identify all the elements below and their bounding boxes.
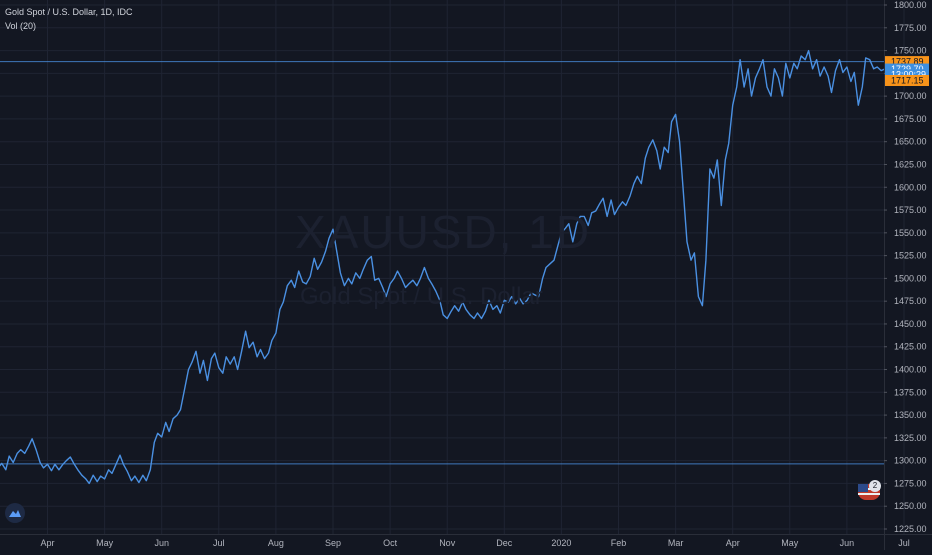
legend-title[interactable]: Gold Spot / U.S. Dollar, 1D, IDC — [5, 7, 133, 17]
grid — [0, 0, 905, 534]
price-tick-label: 1700.00 — [894, 91, 927, 101]
price-tick-label: 1800.00 — [894, 0, 927, 10]
price-tick-label: 1275.00 — [894, 478, 927, 488]
time-tick-label: Dec — [496, 538, 513, 548]
time-tick-label: Apr — [40, 538, 54, 548]
price-tick-label: 1650.00 — [894, 137, 927, 147]
price-label-box — [885, 56, 929, 68]
price-tick-label: 1625.00 — [894, 159, 927, 169]
time-tick-label: May — [781, 538, 799, 548]
watermark-symbol: XAUUSD, 1D — [295, 206, 592, 258]
price-tick-label: 1350.00 — [894, 410, 927, 420]
time-tick-label: 2020 — [551, 538, 571, 548]
price-tick-label: 1675.00 — [894, 114, 927, 124]
price-tick-label: 1425.00 — [894, 342, 927, 352]
price-tick-label: 1525.00 — [894, 251, 927, 261]
price-tick-label: 1300.00 — [894, 456, 927, 466]
time-tick-label: Nov — [439, 538, 456, 548]
price-tick-label: 1600.00 — [894, 182, 927, 192]
time-tick-label: Jun — [840, 538, 855, 548]
price-tick-label: 1225.00 — [894, 524, 927, 534]
price-line — [0, 49, 894, 485]
time-tick-label: Apr — [726, 538, 740, 548]
price-tick-label: 1475.00 — [894, 296, 927, 306]
price-label-text: 1737.89 — [891, 57, 924, 67]
time-tick-label: Feb — [611, 538, 627, 548]
price-tick-label: 1375.00 — [894, 387, 927, 397]
time-axis: Apr May Jun Jul Aug Sep Oct Nov Dec 2020 Feb Mar Apr… — [0, 534, 932, 548]
price-tick-label: 1325.00 — [894, 433, 927, 443]
time-tick-label: Aug — [268, 538, 284, 548]
price-tick-label: 1575.00 — [894, 205, 927, 215]
time-tick-label: Jul — [213, 538, 225, 548]
price-label-text: 13:00:29 — [891, 70, 926, 80]
watermark-description: Gold Spot / U.S. Dollar — [300, 283, 543, 310]
price-label-box — [885, 63, 929, 75]
price-label-text: 1717.15 — [891, 76, 924, 86]
legend: Gold Spot / U.S. Dollar, 1D, IDC Vol (20… — [5, 5, 133, 33]
reference-lines — [0, 61, 884, 465]
time-tick-label: Jul — [898, 538, 910, 548]
time-tick-label: Oct — [383, 538, 398, 548]
price-label-box — [885, 75, 929, 87]
price-tick-label: 1250.00 — [894, 501, 927, 511]
price-tick-label: 1750.00 — [894, 46, 927, 56]
price-tick-label: 1775.00 — [894, 23, 927, 33]
price-label-text: 1729.70 — [891, 64, 924, 74]
tradingview-logo-icon[interactable] — [5, 503, 25, 523]
time-tick-label: Mar — [668, 538, 684, 548]
series-layer — [0, 49, 894, 485]
time-tick-label: Jun — [154, 538, 169, 548]
price-tick-label: 1500.00 — [894, 273, 927, 283]
notification-badge: 2 — [869, 480, 881, 492]
mountain-icon — [9, 510, 21, 517]
price-tick-label: 1450.00 — [894, 319, 927, 329]
legend-indicator[interactable]: Vol (20) — [5, 21, 37, 31]
time-tick-label: May — [96, 538, 114, 548]
price-axis: 1225.00 1250.00 1275.00 1300.00 1325.00 1350.… — [884, 0, 927, 550]
price-tick-label: 1400.00 — [894, 365, 927, 375]
price-label-box — [885, 69, 929, 81]
price-tick-label: 1550.00 — [894, 228, 927, 238]
time-tick-label: Sep — [325, 538, 341, 548]
